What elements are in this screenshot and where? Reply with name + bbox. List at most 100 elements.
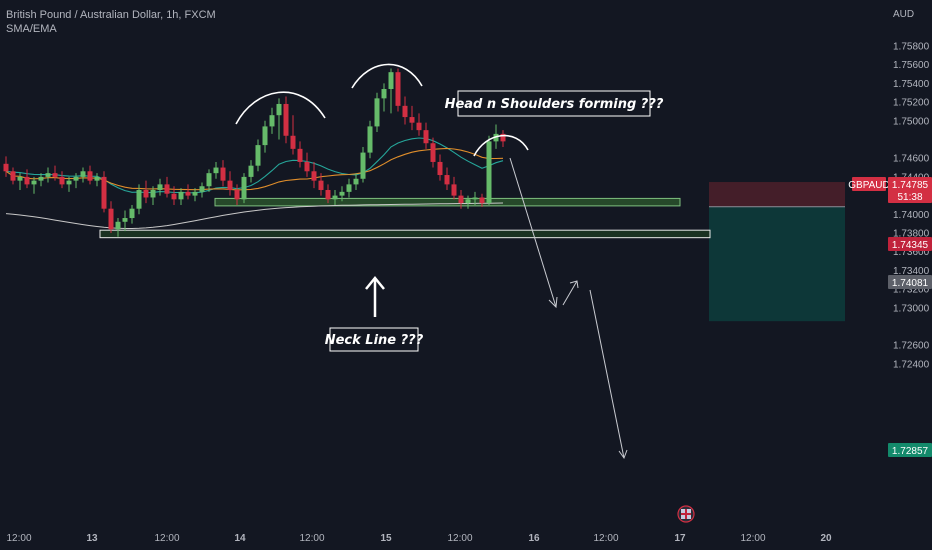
candle-body [241,176,247,200]
annotations-layer: Head n Shoulders forming ??? Neck Line ?… [325,90,664,352]
candle-body [500,133,506,142]
candle-body [388,72,394,90]
flag-icon[interactable] [677,505,695,523]
candle [297,141,303,168]
candle-body [472,197,478,200]
candle [346,178,352,198]
support-zone [214,197,681,207]
left-shoulder-arc [235,91,326,125]
candle [367,120,373,159]
candle-body [311,171,317,181]
candle-body [402,105,408,118]
candle [248,160,254,183]
candle-body [66,180,72,185]
x-tick-label: 16 [528,533,540,544]
entry-label: 1.74081 [892,278,929,289]
candle [101,171,107,213]
candle [472,191,478,205]
candle-body [220,167,226,181]
symbol-title[interactable]: British Pound / Australian Dollar, 1h, F… [6,9,216,21]
pattern-label-box[interactable] [457,90,651,117]
candle [241,173,247,204]
candle-body [444,175,450,185]
candle [171,186,177,205]
candle-body [136,189,142,209]
zones-layer [99,182,845,322]
candle-body [17,176,23,181]
up-arrow [365,276,385,317]
candle-body [129,208,135,219]
neck-label-box[interactable] [329,327,419,352]
candle [150,186,156,205]
x-tick-label: 12:00 [740,533,765,544]
symbol-price-badge[interactable] [852,177,886,191]
candle-body [45,173,51,177]
entry-badge[interactable] [888,275,932,289]
candle-body [276,103,282,116]
candle [17,173,23,190]
y-tick-label: 1.73800 [893,229,930,240]
candle [374,92,380,133]
candle [59,171,65,189]
y-tick-label: 1.75200 [893,98,930,109]
y-tick-label: 1.75800 [893,42,930,53]
candle [311,161,317,189]
stop-loss-badge[interactable] [888,237,932,251]
candle-body [479,197,485,204]
candle-body [234,189,240,200]
candle [325,184,331,204]
candle-body [486,141,492,204]
price-scale[interactable] [852,0,932,528]
candle-body [451,184,457,196]
candle-body [430,143,436,162]
indicator-label[interactable]: SMA/EMA [6,23,57,35]
y-tick-label: 1.74600 [893,154,930,165]
y-tick-label: 1.73000 [893,303,930,314]
last-price-badge[interactable] [888,177,932,203]
candle-body [115,221,121,230]
candle [24,169,30,189]
candle-body [395,72,401,106]
candle-body [458,195,464,204]
candle-body [409,117,415,123]
y-tick-label: 1.72400 [893,359,930,370]
candle [143,180,149,204]
candle [220,160,226,187]
candle [395,68,401,112]
candle [164,176,170,198]
candle [80,167,86,183]
countdown-label: 51:38 [897,192,922,203]
candles-layer [3,68,506,237]
candle [129,204,135,224]
x-tick-label: 14 [234,533,246,544]
candle-body [318,180,324,190]
candle-body [227,180,233,190]
candle [423,122,429,149]
candle [269,107,275,134]
time-scale[interactable] [0,528,932,550]
candle-body [248,165,254,177]
last-price-label: 1.74785 [892,180,929,191]
y-ticks: 1.75800 1.75600 1.75400 1.75200 1.75000 1.746… [893,42,930,371]
candle [402,96,408,125]
candle [206,169,212,192]
candle [388,68,394,114]
candle-body [255,145,261,166]
candle-body [465,199,471,204]
y-tick-label: 1.73200 [893,285,930,296]
take-profit-badge[interactable] [888,443,932,457]
right-shoulder-arc [473,134,529,157]
projection-path [509,157,628,460]
candle [339,186,345,202]
chart-header: British Pound / Australian Dollar, 1h, F… [6,8,216,36]
candle-body [192,191,198,196]
candle [213,161,219,179]
candle-body [374,98,380,127]
x-tick-label: 17 [674,533,686,544]
candle [3,156,9,177]
y-tick-label: 1.73600 [893,247,930,258]
price-labels: GBPAUD 1.74785 51:38 1.74345 1.74081 1.7… [848,177,932,457]
candle [430,137,436,168]
